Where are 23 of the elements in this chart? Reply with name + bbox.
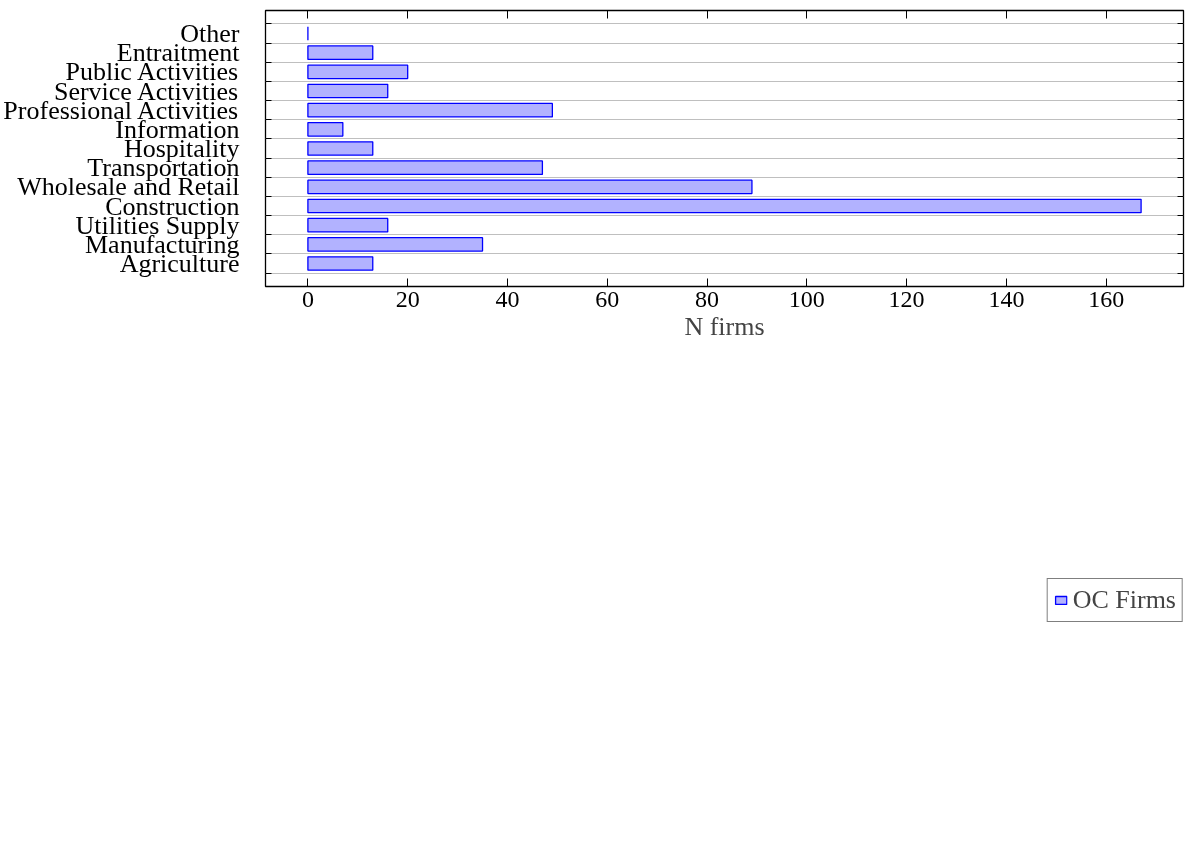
- bar: [307, 198, 1142, 214]
- bar: [307, 121, 344, 137]
- bar: [307, 64, 409, 80]
- bar: [307, 160, 544, 176]
- x-tick-label: 160: [1088, 285, 1125, 312]
- x-tick-label: 100: [788, 285, 825, 312]
- x-axis-title: N firms: [684, 311, 765, 341]
- x-tick-label: 80: [695, 285, 720, 312]
- x-tick-label: 140: [988, 285, 1025, 312]
- x-tick-label: 120: [888, 285, 925, 312]
- legend-label: OC Firms: [1072, 585, 1176, 615]
- bar: [307, 179, 753, 195]
- bar: [307, 217, 389, 233]
- x-tick-label: 60: [595, 285, 620, 312]
- x-tick-label: 0: [301, 285, 314, 312]
- bar: [307, 45, 374, 61]
- bar: [307, 236, 484, 252]
- bar: [307, 83, 389, 99]
- bar: [307, 256, 374, 271]
- bar: [307, 141, 374, 156]
- x-tick-label: 40: [495, 285, 520, 312]
- bar: [307, 102, 554, 118]
- x-tick-label: 20: [395, 285, 420, 312]
